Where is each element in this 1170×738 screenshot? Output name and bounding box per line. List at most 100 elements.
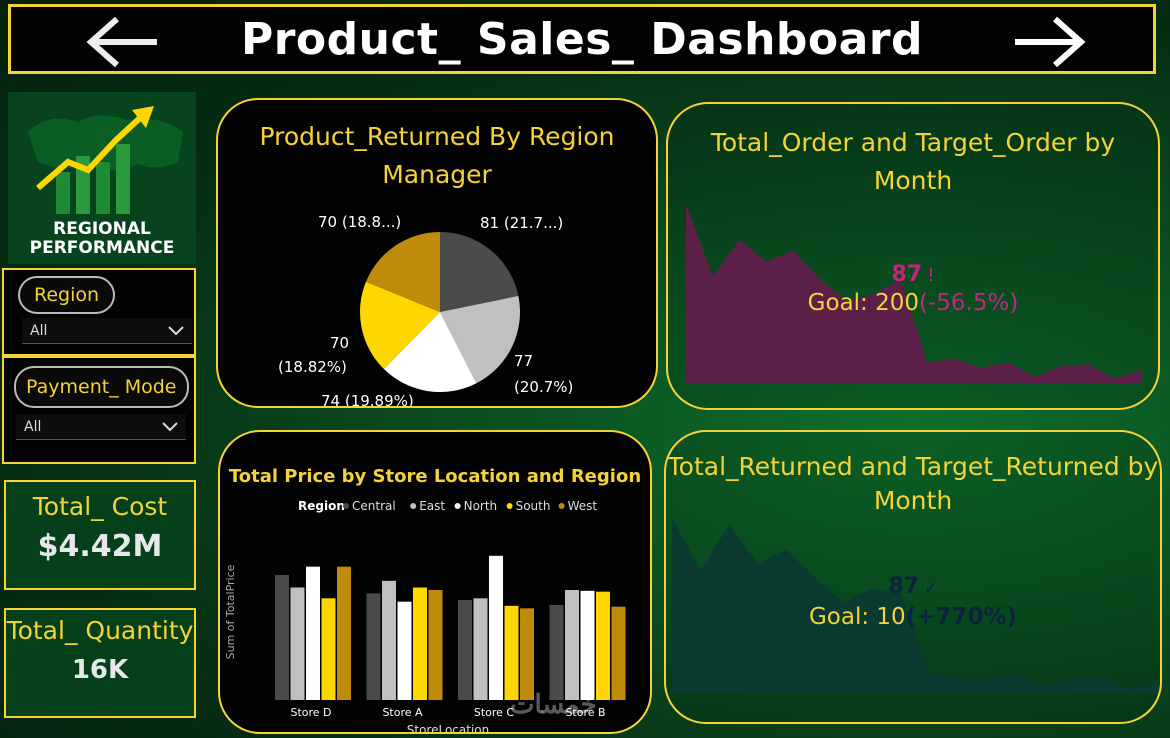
legend-label-west: West xyxy=(568,499,598,513)
bar-store-d-east[interactable] xyxy=(290,587,305,701)
pie-label-west: 70 (18.8...) xyxy=(318,213,401,231)
payment-mode-dropdown[interactable]: All xyxy=(16,414,186,440)
bar-store-a-north[interactable] xyxy=(397,601,412,700)
pie-slice-east[interactable] xyxy=(440,295,520,384)
forward-arrow-icon[interactable] xyxy=(1011,15,1089,69)
total-order-card: Total_Order and Target_Order by Month 87… xyxy=(666,102,1160,410)
logo-line-1: REGIONAL xyxy=(53,219,151,239)
order-area-fill xyxy=(686,204,1142,384)
order-title-line-1: Total_Order and Target_Order by xyxy=(710,128,1116,157)
legend-label-east: East xyxy=(419,499,445,513)
legend-marker-north xyxy=(454,503,461,509)
legend-label-south: South xyxy=(516,499,551,513)
x-tick-label: Store C xyxy=(474,706,515,719)
pie-label-east-pct: (20.7%) xyxy=(514,378,573,396)
returned-title: Total_Returned and Target_Returned by Mo… xyxy=(666,450,1160,518)
legend-label-north: North xyxy=(464,499,498,513)
page-title: Product_ Sales_ Dashboard xyxy=(240,13,924,65)
bar-xlabel: StoreLocation xyxy=(407,723,489,734)
pie-slice-south[interactable] xyxy=(360,281,440,370)
legend-label-central: Central xyxy=(352,499,396,513)
pie-slice-north[interactable] xyxy=(383,312,477,393)
payment-mode-dropdown-value: All xyxy=(24,418,42,435)
pie-title-line-1: Product_Returned By Region xyxy=(259,122,615,151)
dashboard-header: Product_ Sales_ Dashboard xyxy=(8,4,1156,74)
order-title-line-2: Month xyxy=(873,166,953,195)
returned-area-chart[interactable] xyxy=(672,518,1158,698)
legend-marker-west xyxy=(558,503,565,509)
region-slicer-label: Region xyxy=(18,276,116,314)
bar-store-a-west[interactable] xyxy=(428,590,443,700)
bar-store-b-north[interactable] xyxy=(580,590,595,700)
legend-marker-south xyxy=(506,503,513,509)
total-quantity-card: Total_ Quantity 16K xyxy=(4,608,196,718)
bar-store-d-west[interactable] xyxy=(337,566,351,700)
returned-title-line-1: Total_Returned and Target_Returned by xyxy=(667,452,1159,481)
bar-store-d-south[interactable] xyxy=(321,598,336,700)
pie-slice-west[interactable] xyxy=(365,232,440,312)
order-area-chart[interactable] xyxy=(686,204,1142,384)
bar-store-d-central[interactable] xyxy=(275,575,289,700)
bar-store-b-central[interactable] xyxy=(549,605,564,700)
bar-store-c-east[interactable] xyxy=(473,598,488,700)
bar-store-c-west[interactable] xyxy=(520,608,534,700)
order-goal-text: Goal: 200 xyxy=(807,290,920,316)
returned-kpi-value: 87 xyxy=(888,574,920,599)
total-cost-label: Total_ Cost xyxy=(32,492,168,521)
returned-goal-delta: (+770%) xyxy=(905,604,1018,630)
bar-store-b-west[interactable] xyxy=(611,606,626,700)
pie-chart[interactable]: 81 (21.7...) 77 (20.7%) 74 (19.89%) 70 (… xyxy=(218,100,658,408)
returned-goal: Goal: 10(+770%) xyxy=(666,604,1160,630)
pie-label-south-pct: (18.82%) xyxy=(278,358,347,376)
total-cost-card: Total_ Cost $4.42M xyxy=(4,480,196,590)
bar-store-a-east[interactable] xyxy=(382,580,396,700)
order-goal: Goal: 200(-56.5%) xyxy=(668,290,1158,316)
total-returned-card: Total_Returned and Target_Returned by Mo… xyxy=(664,430,1162,724)
bar-ylabel: Sum of TotalPrice xyxy=(224,564,237,659)
total-quantity-label: Total_ Quantity xyxy=(6,616,194,645)
order-kpi-value: 87 xyxy=(891,262,923,287)
total-price-bar-card: Total Price by Store Location and Region… xyxy=(218,430,652,734)
alert-icon: ! xyxy=(927,265,935,286)
returned-kpi: 87 ✓ xyxy=(666,574,1160,599)
legend-marker-central xyxy=(343,503,349,509)
check-icon: ✓ xyxy=(924,578,938,597)
legend-title: Region xyxy=(298,499,345,513)
growth-chart-icon xyxy=(28,106,183,214)
pie-label-east-value: 77 xyxy=(514,352,533,370)
total-cost-value: $4.42M xyxy=(37,529,163,564)
x-tick-label: Store B xyxy=(565,706,605,719)
pie-title-line-2: Manager xyxy=(382,160,492,189)
chevron-down-icon xyxy=(168,325,184,335)
bar-store-a-south[interactable] xyxy=(413,587,427,701)
bar-chart[interactable]: Region Central East North South West Store D S… xyxy=(220,432,652,734)
bar-store-b-south[interactable] xyxy=(596,591,610,700)
x-tick-label: Store A xyxy=(382,706,423,719)
region-slicer: Region All xyxy=(2,268,196,356)
logo-line-2: PERFORMANCE xyxy=(29,238,175,258)
ret-area-fill xyxy=(672,518,1158,694)
payment-mode-slicer: Payment_ Mode All xyxy=(2,356,196,464)
bar-title: Total Price by Store Location and Region xyxy=(228,466,642,487)
pie-label-central: 81 (21.7...) xyxy=(480,214,563,232)
bar-store-c-south[interactable] xyxy=(504,605,519,700)
bar-store-b-east[interactable] xyxy=(565,590,579,700)
payment-mode-slicer-label: Payment_ Mode xyxy=(14,366,189,408)
region-dropdown[interactable]: All xyxy=(22,318,192,344)
pie-slice-central[interactable] xyxy=(440,232,519,312)
order-goal-delta: (-56.5%) xyxy=(919,290,1019,316)
back-arrow-icon[interactable] xyxy=(83,15,161,69)
regional-performance-logo: REGIONAL PERFORMANCE xyxy=(8,92,196,264)
region-dropdown-value: All xyxy=(30,322,48,339)
bar-store-c-north[interactable] xyxy=(489,555,503,700)
bar-store-d-north[interactable] xyxy=(306,566,320,700)
pie-title: Product_Returned By Region Manager xyxy=(218,118,656,194)
returned-title-line-2: Month xyxy=(873,486,953,515)
watermark-logo: خمسات xyxy=(510,690,597,720)
order-title: Total_Order and Target_Order by Month xyxy=(668,124,1158,200)
bar-store-a-central[interactable] xyxy=(366,593,381,700)
legend-marker-east xyxy=(410,503,417,509)
total-quantity-value: 16K xyxy=(71,655,129,685)
pie-label-north: 74 (19.89%) xyxy=(321,392,414,408)
bar-store-c-central[interactable] xyxy=(458,600,472,700)
